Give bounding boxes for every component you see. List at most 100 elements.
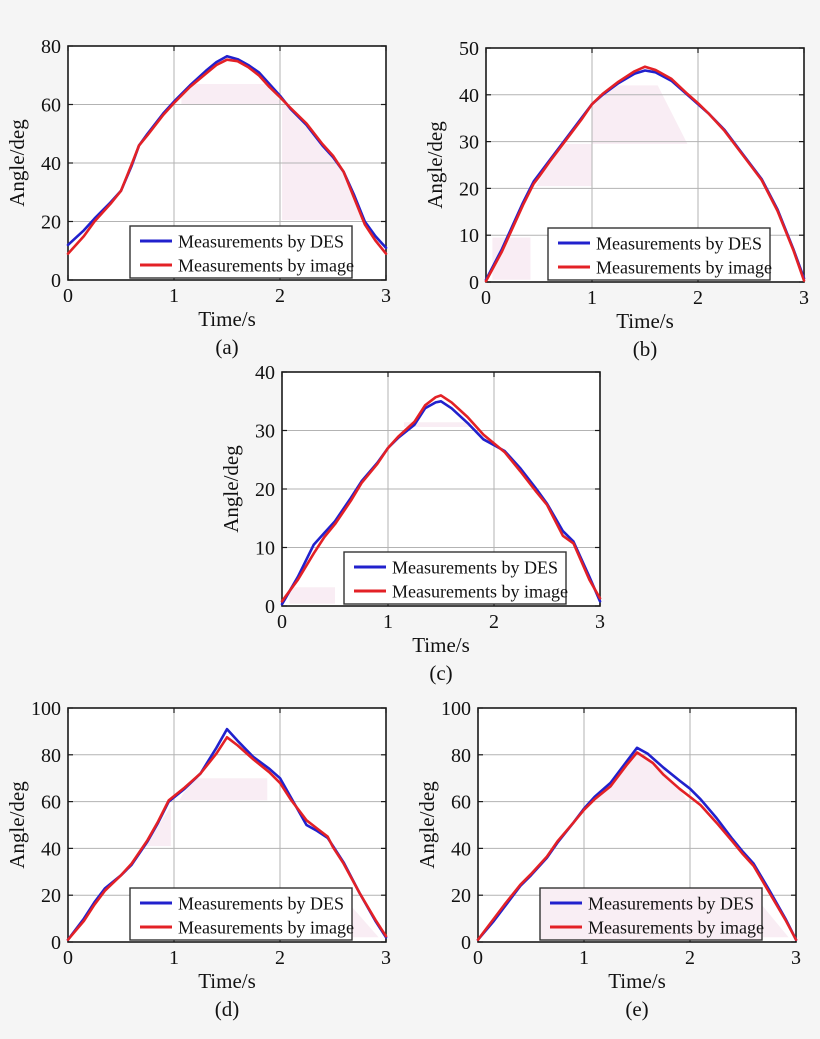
y-tick-label: 80 bbox=[41, 745, 61, 767]
series-image-line bbox=[280, 394, 602, 603]
axes-frame bbox=[67, 707, 387, 943]
residual-fill bbox=[403, 422, 471, 427]
legend-box bbox=[343, 551, 567, 605]
residual-fill bbox=[755, 897, 789, 938]
legend-box bbox=[129, 225, 353, 279]
chart-svg: 0 1 2 3010203040Time/sAngle/deg(c)Measureme… bbox=[219, 362, 605, 685]
y-tick-label: 30 bbox=[255, 421, 275, 443]
x-tick-label: 2 bbox=[275, 947, 285, 969]
x-axis-label: Time/s bbox=[412, 633, 470, 657]
legend-box bbox=[129, 887, 353, 941]
y-tick-label: 30 bbox=[459, 132, 479, 154]
x-tick-label: 0 bbox=[63, 947, 73, 969]
y-tick-label: 0 bbox=[265, 596, 275, 618]
y-axis-label: Angle/deg bbox=[424, 121, 447, 209]
x-tick-label: 0 bbox=[473, 947, 483, 969]
legend-box bbox=[547, 227, 771, 281]
y-tick-label: 100 bbox=[31, 698, 61, 720]
x-tick-label: 1 bbox=[587, 287, 597, 309]
chart-c: 0 1 2 3 0 10 20 30 40 Time/s Angle/deg (c) Measureme… bbox=[219, 362, 612, 694]
residual-fill bbox=[592, 85, 688, 144]
series-image-line bbox=[66, 735, 388, 941]
x-tick-label: 0 bbox=[277, 611, 287, 633]
x-axis-label: Time/s bbox=[198, 969, 256, 993]
y-tick-label: 0 bbox=[51, 932, 61, 954]
subplot-caption: (e) bbox=[625, 997, 648, 1021]
x-tick-label: 1 bbox=[383, 611, 393, 633]
residual-fill bbox=[289, 587, 335, 604]
axes-frame bbox=[485, 47, 805, 283]
series-image-line bbox=[476, 751, 798, 941]
x-tick-label: 3 bbox=[381, 947, 391, 969]
x-tick-label: 3 bbox=[381, 285, 391, 307]
y-axis-label: Angle/deg bbox=[416, 781, 439, 869]
y-tick-label: 60 bbox=[41, 792, 61, 814]
subplot-caption: (d) bbox=[215, 997, 240, 1021]
y-tick-label: 100 bbox=[441, 698, 471, 720]
x-tick-label: 3 bbox=[595, 611, 605, 633]
legend-entry-label: Measurements by image bbox=[392, 582, 568, 602]
y-tick-label: 20 bbox=[41, 212, 61, 234]
legend-entry-label: Measurements by DES bbox=[178, 232, 344, 252]
y-tick-label: 0 bbox=[461, 932, 471, 954]
legend-box bbox=[539, 887, 763, 941]
legend: Measurements by DES Measurements by image bbox=[343, 551, 568, 605]
x-tick-label: 2 bbox=[685, 947, 695, 969]
chart-a: 0 1 2 3 0 20 40 60 80 Time/s Angle/deg (a) Measureme… bbox=[5, 36, 398, 368]
y-tick-label: 10 bbox=[459, 225, 479, 247]
subplot-caption: (a) bbox=[215, 335, 238, 359]
chart-b: 0 1 2 3 0 10 20 30 40 50 Time/s Angle/deg (b) Measure… bbox=[423, 38, 816, 370]
legend-entry-label: Measurements by image bbox=[178, 918, 354, 938]
x-tick-label: 3 bbox=[799, 287, 809, 309]
legend-entry-label: Measurements by image bbox=[588, 918, 764, 938]
x-axis-label: Time/s bbox=[198, 307, 256, 331]
x-tick-label: 2 bbox=[693, 287, 703, 309]
y-tick-label: 20 bbox=[451, 885, 471, 907]
legend: Measurements by DES Measurements by image bbox=[129, 225, 354, 279]
x-tick-label: 1 bbox=[169, 285, 179, 307]
chart-e: 0 1 2 3 0 20 40 60 80 100 Time/s Angle/deg (e) Measur… bbox=[415, 698, 808, 1030]
subplot-caption: (b) bbox=[633, 337, 658, 361]
legend: Measurements by DES Measurements by image bbox=[547, 227, 772, 281]
x-tick-label: 2 bbox=[489, 611, 499, 633]
legend-entry-label: Measurements by DES bbox=[588, 894, 754, 914]
x-tick-label: 1 bbox=[579, 947, 589, 969]
legend: Measurements by DES Measurements by image bbox=[539, 887, 764, 941]
y-tick-label: 50 bbox=[459, 38, 479, 60]
y-tick-label: 40 bbox=[41, 153, 61, 175]
legend-entry-label: Measurements by image bbox=[178, 256, 354, 276]
x-tick-label: 3 bbox=[791, 947, 801, 969]
chart-svg: 0 1 2 3 0 20 40 60 80 Time/s Angle/deg (a) Measureme… bbox=[5, 36, 391, 359]
x-tick-label: 0 bbox=[63, 285, 73, 307]
y-tick-label: 10 bbox=[255, 538, 275, 560]
y-tick-label: 20 bbox=[255, 479, 275, 501]
y-tick-label: 40 bbox=[255, 362, 275, 384]
x-tick-label: 2 bbox=[275, 285, 285, 307]
residual-fill bbox=[145, 806, 171, 847]
y-axis-label: Angle/deg bbox=[220, 445, 243, 533]
residual-fill bbox=[594, 750, 687, 801]
residual-fill bbox=[181, 84, 283, 105]
y-tick-label: 60 bbox=[41, 95, 61, 117]
x-tick-label: 0 bbox=[481, 287, 491, 309]
axes-frame bbox=[477, 707, 797, 943]
y-tick-label: 60 bbox=[451, 792, 471, 814]
y-tick-label: 80 bbox=[451, 745, 471, 767]
y-tick-label: 40 bbox=[41, 838, 61, 860]
y-axis-label: Angle/deg bbox=[6, 781, 29, 869]
legend-entry-label: Measurements by DES bbox=[596, 234, 762, 254]
y-tick-label: 0 bbox=[51, 270, 61, 292]
chart-svg: 0 1 2 301020304050Time/sAngle/deg(b)Measure… bbox=[423, 38, 809, 361]
y-tick-label: 80 bbox=[41, 36, 61, 58]
chart-d: 0 1 2 3 0 20 40 60 80 100 Time/s Angle/deg (d) Measur… bbox=[5, 698, 398, 1030]
chart-svg: 0 1 2 3 0 20 40 60 80 100 Time/s Angle/deg (e) Measur… bbox=[415, 698, 801, 1021]
x-axis-label: Time/s bbox=[608, 969, 666, 993]
subplot-caption: (c) bbox=[429, 661, 452, 685]
residual-fill bbox=[282, 101, 363, 220]
residual-fill bbox=[179, 778, 268, 801]
y-tick-label: 40 bbox=[451, 838, 471, 860]
y-tick-label: 0 bbox=[469, 272, 479, 294]
y-tick-label: 20 bbox=[459, 178, 479, 200]
legend: Measurements by DES Measurements by image bbox=[129, 887, 354, 941]
